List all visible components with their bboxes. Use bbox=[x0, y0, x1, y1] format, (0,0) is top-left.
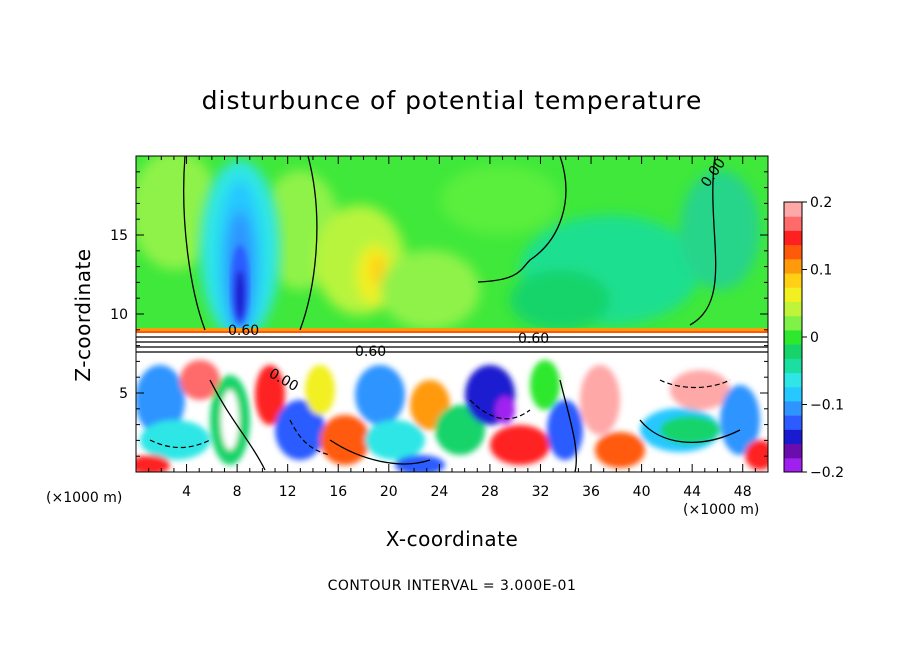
x-tick-label: 24 bbox=[430, 484, 448, 500]
colorbar-swatch bbox=[784, 415, 802, 430]
colorbar-swatch bbox=[784, 216, 802, 231]
x-tick-label: 12 bbox=[279, 484, 297, 500]
colorbar-tick-label: 0 bbox=[810, 330, 819, 346]
x-axis: 4 8 12 16 20 24 28 32 36 40 44 48 bbox=[148, 156, 756, 500]
colorbar: 0.2 0.1 0 −0.1 −0.2 bbox=[783, 195, 844, 481]
x-tick-label: 36 bbox=[582, 484, 600, 500]
colorbar-swatch bbox=[784, 244, 802, 260]
x-tick-label: 32 bbox=[532, 484, 550, 500]
y-tick-label: 15 bbox=[110, 228, 128, 244]
x-tick-label: 28 bbox=[481, 484, 499, 500]
x-tick-label: 16 bbox=[329, 484, 347, 500]
x-tick-label: 48 bbox=[734, 484, 752, 500]
colorbar-tick-label: 0.2 bbox=[810, 195, 832, 211]
colorbar-tick-label: 0.1 bbox=[810, 263, 832, 279]
contour-label: 0.60 bbox=[228, 323, 259, 339]
y-tick-label: 10 bbox=[110, 307, 128, 323]
colorbar-swatch bbox=[784, 273, 802, 288]
contour-interval-note: CONTOUR INTERVAL = 3.000E-01 bbox=[327, 578, 577, 594]
y-axis-label: Z-coordinate bbox=[71, 248, 95, 382]
y-tick-label: 5 bbox=[119, 386, 128, 402]
colorbar-swatch bbox=[784, 315, 802, 331]
contour-label: 0.60 bbox=[518, 331, 549, 347]
x-tick-label: 8 bbox=[233, 484, 242, 500]
chart-title: disturbunce of potential temperature bbox=[201, 86, 703, 115]
colorbar-swatch bbox=[784, 287, 802, 302]
y-axis: 5 10 15 bbox=[110, 171, 768, 457]
x-tick-label: 40 bbox=[633, 484, 651, 500]
x-tick-label: 4 bbox=[182, 484, 191, 500]
colorbar-tick-label: −0.2 bbox=[810, 465, 844, 481]
colorbar-swatch bbox=[784, 258, 802, 274]
x-unit-label-right: (×1000 m) bbox=[683, 502, 760, 518]
colorbar-tick-label: −0.1 bbox=[810, 398, 844, 414]
colorbar-swatch bbox=[784, 230, 802, 246]
colorbar-swatch bbox=[784, 202, 802, 217]
x-tick-label: 20 bbox=[380, 484, 398, 500]
x-unit-label-left: (×1000 m) bbox=[46, 490, 123, 506]
colorbar-swatch bbox=[784, 457, 802, 473]
colorbar-swatch bbox=[784, 358, 802, 374]
colorbar-swatch bbox=[784, 372, 802, 388]
x-axis-label: X-coordinate bbox=[385, 527, 519, 551]
heatmap-field bbox=[136, 156, 768, 472]
colorbar-swatch bbox=[784, 386, 802, 402]
colorbar-swatch bbox=[784, 429, 802, 445]
colorbar-swatch bbox=[784, 400, 802, 416]
colorbar-swatch bbox=[784, 443, 802, 459]
x-tick-label: 44 bbox=[683, 484, 701, 500]
contour-label: 0.60 bbox=[355, 344, 386, 360]
colorbar-swatch bbox=[784, 344, 802, 359]
colorbar-swatch bbox=[784, 329, 802, 345]
colorbar-swatch bbox=[784, 301, 802, 317]
